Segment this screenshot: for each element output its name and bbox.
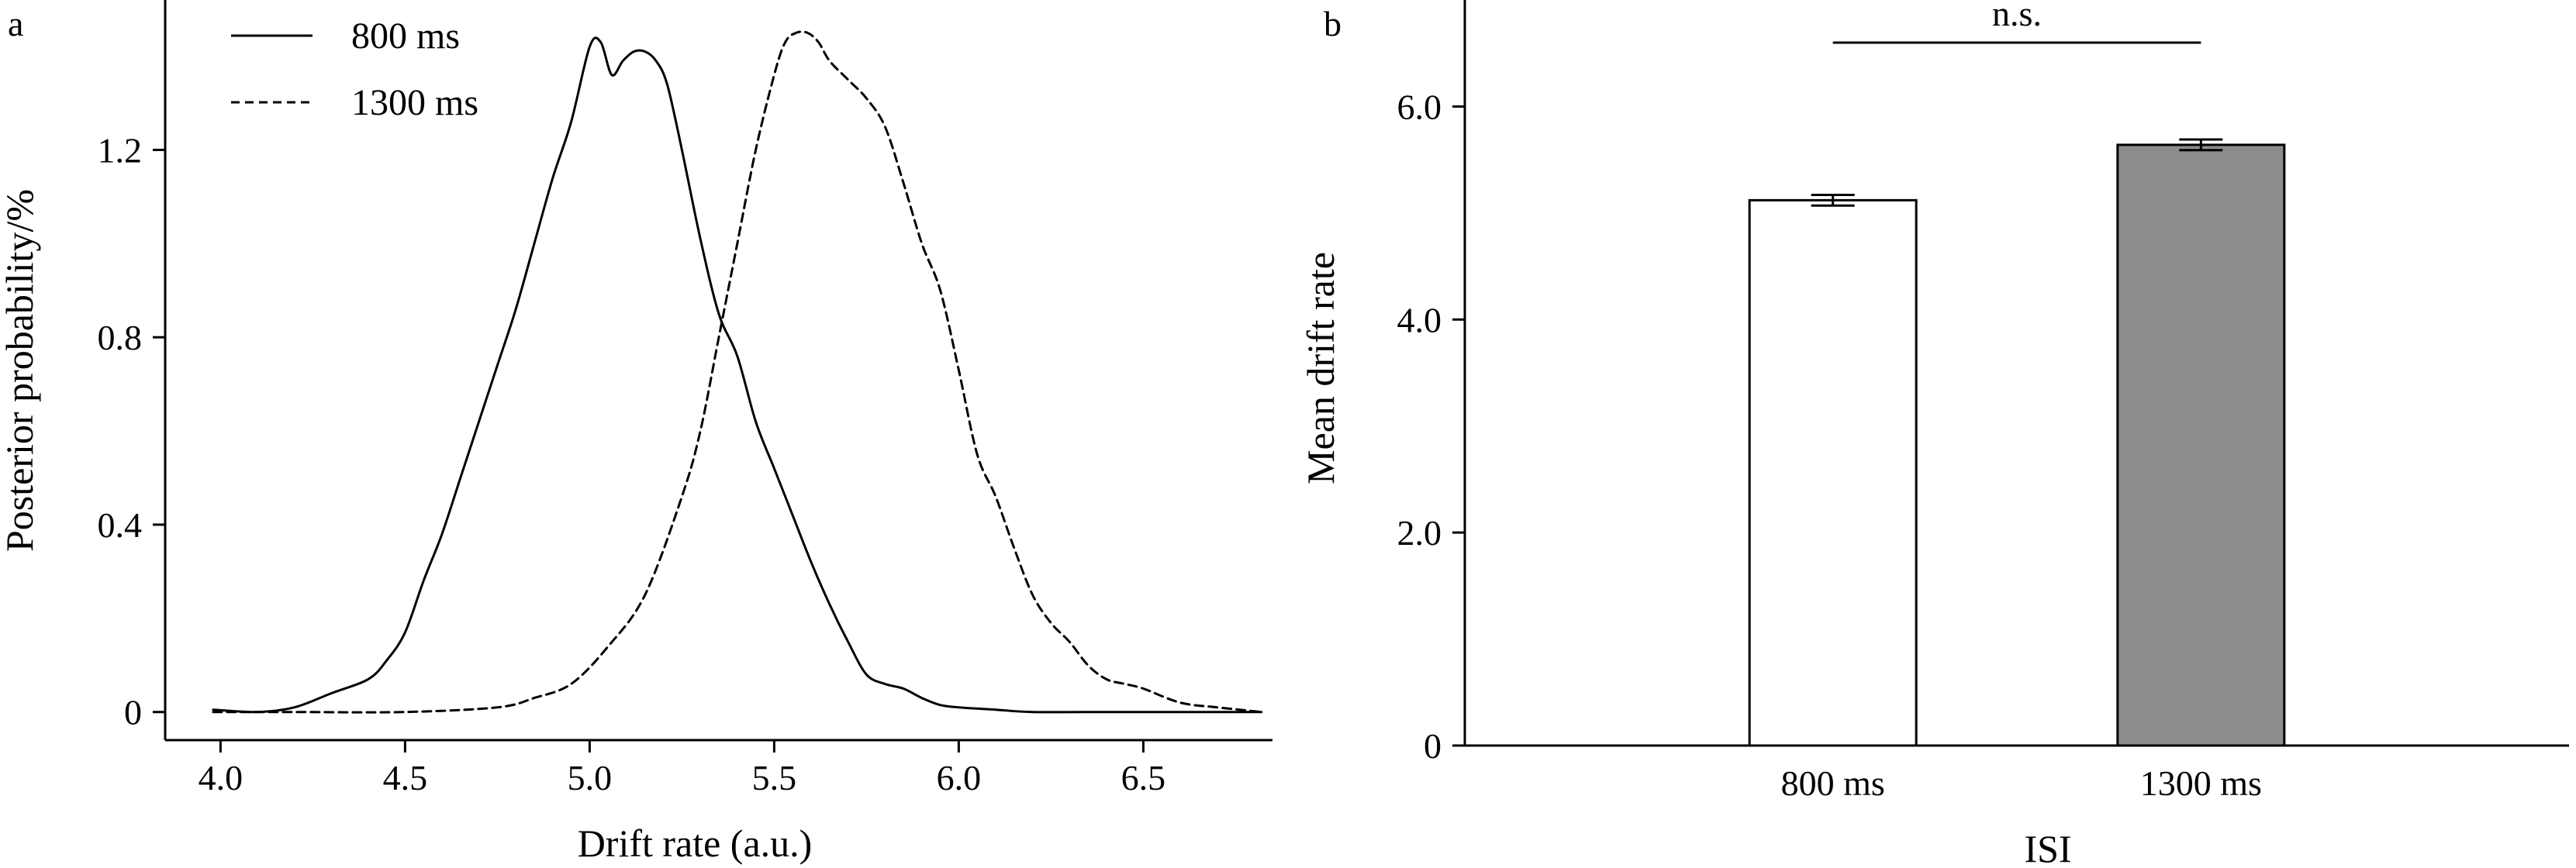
y-tick-label: 1.2 — [98, 130, 143, 170]
panel-b-y-axis-title: Mean drift rate — [1299, 252, 1342, 484]
x-tick-label: 6.0 — [937, 758, 982, 797]
x-tick-label: 4.5 — [383, 758, 428, 797]
panel-a-y-ticks: 0 0.4 0.8 1.2 — [98, 130, 165, 732]
x-tick-label: 5.5 — [752, 758, 797, 797]
series-line-1300ms — [212, 30, 1263, 714]
x-tick-label: 6.5 — [1121, 758, 1166, 797]
y-tick-label: 0.4 — [98, 505, 143, 545]
panel-a-line-chart: a 4.0 4.5 5.0 5.5 6.0 6.5 0 0.4 0.8 1.2 800 ms 1… — [0, 0, 1272, 865]
y-tick-label: 0 — [124, 693, 142, 732]
panel-b-bar-chart: b 0 2.0 4.0 6.0 800 ms 1300 ms n.s. ISI Mean… — [1299, 0, 2569, 868]
panel-b-x-ticks: 800 ms 1300 ms — [1781, 763, 2262, 803]
significance-bracket: n.s. — [1832, 0, 2201, 44]
bar-800-ms — [1748, 198, 1918, 747]
y-tick-label: 2.0 — [1397, 513, 1442, 553]
bar-1300-ms — [2116, 143, 2286, 747]
posterior-curves — [212, 30, 1263, 714]
panel-a-label: a — [8, 4, 23, 43]
legend-label-1300: 1300 ms — [351, 82, 478, 123]
y-tick-label: 4.0 — [1397, 300, 1442, 339]
series-line-800ms — [212, 36, 1263, 714]
mean-drift-bars — [1748, 138, 2286, 747]
panel-a-x-axis-title: Drift rate (a.u.) — [578, 822, 813, 865]
y-tick-label: 6.0 — [1397, 87, 1442, 126]
panel-a-legend: 800 ms 1300 ms — [231, 16, 478, 123]
x-category-label: 1300 ms — [2140, 763, 2262, 803]
legend-label-800: 800 ms — [351, 16, 460, 57]
panel-a-x-ticks: 4.0 4.5 5.0 5.5 6.0 6.5 — [199, 740, 1166, 797]
panel-b-label: b — [1324, 4, 1342, 43]
x-tick-label: 4.0 — [199, 758, 243, 797]
significance-label: n.s. — [1992, 0, 2042, 33]
panel-a-y-axis-title: Posterior probability/% — [0, 189, 41, 552]
y-tick-label: 0.8 — [98, 318, 143, 357]
panel-b-x-axis-title: ISI — [2024, 827, 2071, 868]
x-tick-label: 5.0 — [568, 758, 613, 797]
x-category-label: 800 ms — [1781, 763, 1885, 803]
panel-b-y-ticks: 0 2.0 4.0 6.0 — [1397, 87, 1465, 766]
y-tick-label: 0 — [1424, 726, 1442, 766]
